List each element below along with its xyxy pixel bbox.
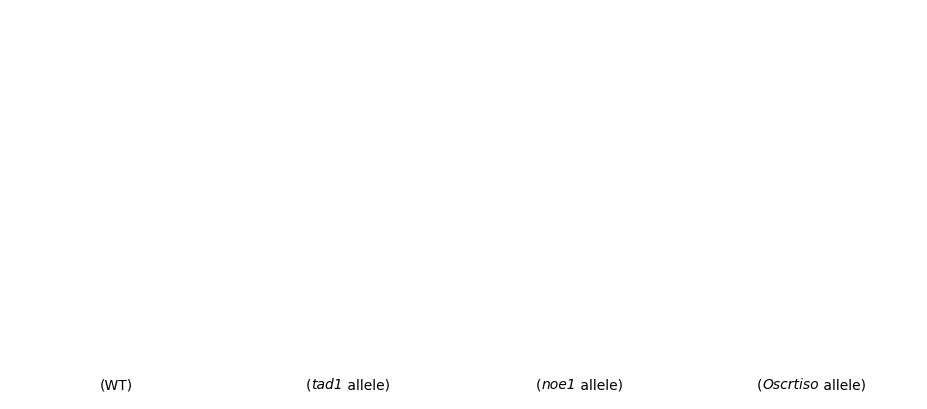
Text: Oscrtiso: Oscrtiso bbox=[762, 378, 819, 393]
Text: (WT): (WT) bbox=[99, 378, 133, 393]
Text: allele): allele) bbox=[576, 378, 623, 393]
Text: (: ( bbox=[536, 378, 541, 393]
Text: tad1: tad1 bbox=[311, 378, 343, 393]
Text: allele): allele) bbox=[819, 378, 866, 393]
Text: noe1: noe1 bbox=[541, 378, 576, 393]
Text: (: ( bbox=[306, 378, 311, 393]
Text: (: ( bbox=[756, 378, 762, 393]
Text: allele): allele) bbox=[343, 378, 389, 393]
